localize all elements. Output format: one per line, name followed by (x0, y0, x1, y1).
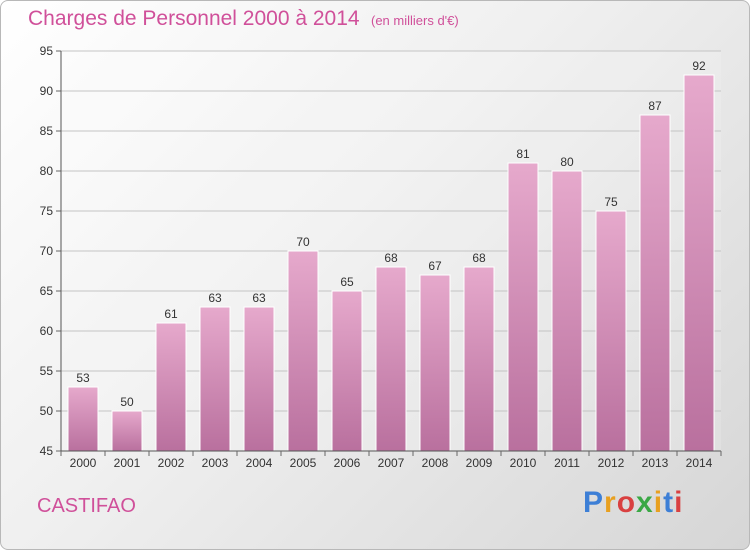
bar (243, 306, 275, 452)
bar (111, 410, 143, 452)
chart-subtitle: (en milliers d'€) (371, 13, 459, 28)
x-tick-label: 2007 (378, 456, 405, 470)
logo-letter: i (674, 486, 684, 519)
data-label: 68 (384, 251, 398, 265)
x-tick-label: 2010 (510, 456, 537, 470)
y-tick-label: 55 (40, 364, 54, 378)
y-tick-label: 50 (40, 404, 54, 418)
bars (67, 74, 715, 452)
x-tick-label: 2014 (686, 456, 713, 470)
data-label: 63 (208, 291, 222, 305)
bar (463, 266, 495, 452)
x-tick-label: 2004 (246, 456, 273, 470)
x-tick-label: 2011 (554, 456, 580, 470)
y-tick-label: 95 (40, 44, 54, 58)
x-tick-label: 2013 (642, 456, 669, 470)
data-label: 65 (340, 275, 354, 289)
bar (419, 274, 451, 452)
x-tick-label: 2001 (114, 456, 141, 470)
x-tick-label: 2012 (598, 456, 625, 470)
x-tick-label: 2002 (158, 456, 185, 470)
data-label: 87 (648, 99, 662, 113)
data-label: 50 (120, 395, 134, 409)
x-tick-label: 2005 (290, 456, 317, 470)
y-tick-label: 85 (40, 124, 54, 138)
x-tick-label: 2003 (202, 456, 229, 470)
logo-letter: o (616, 486, 637, 519)
bar (683, 74, 715, 452)
bar (331, 290, 363, 452)
bar (155, 322, 187, 452)
x-tick-label: 2006 (334, 456, 361, 470)
bar (507, 162, 539, 452)
bar (551, 170, 583, 452)
data-label: 70 (296, 235, 310, 249)
x-tick-label: 2009 (466, 456, 493, 470)
data-label: 63 (252, 291, 266, 305)
bar (595, 210, 627, 452)
y-tick-label: 90 (40, 84, 54, 98)
axes: 45 50 55 60 65 70 75 80 85 90 95 2000 2001 2002 2003 20… (40, 44, 722, 470)
y-tick-label: 45 (40, 444, 54, 458)
y-tick-label: 60 (40, 324, 54, 338)
data-label: 68 (472, 251, 486, 265)
logo-letter: t (663, 486, 675, 519)
bar (375, 266, 407, 452)
logo-letter: r (604, 486, 617, 519)
y-tick-label: 75 (40, 204, 54, 218)
proxiti-logo: Proxiti (583, 486, 683, 520)
data-label: 67 (428, 259, 442, 273)
logo-letter: x (636, 486, 654, 519)
data-label: 53 (76, 371, 90, 385)
data-label: 75 (604, 195, 618, 209)
data-label: 80 (560, 155, 574, 169)
data-label: 61 (164, 307, 178, 321)
logo-letter: P (583, 486, 605, 519)
x-tick-label: 2008 (422, 456, 449, 470)
data-label: 92 (692, 59, 706, 73)
bar (199, 306, 231, 452)
y-tick-label: 70 (40, 244, 54, 258)
bar (639, 114, 671, 452)
bar (67, 386, 99, 452)
commune-name: CASTIFAO (37, 495, 136, 517)
y-tick-label: 65 (40, 284, 54, 298)
y-tick-label: 80 (40, 164, 54, 178)
data-label: 81 (516, 147, 530, 161)
chart-title: Charges de Personnel 2000 à 2014 (28, 7, 360, 30)
bar (287, 250, 319, 452)
logo-letter: i (653, 486, 664, 519)
data-labels: 53 50 61 63 63 70 65 68 67 68 81 80 75 87 92 (76, 59, 706, 409)
x-tick-label: 2000 (70, 456, 97, 470)
